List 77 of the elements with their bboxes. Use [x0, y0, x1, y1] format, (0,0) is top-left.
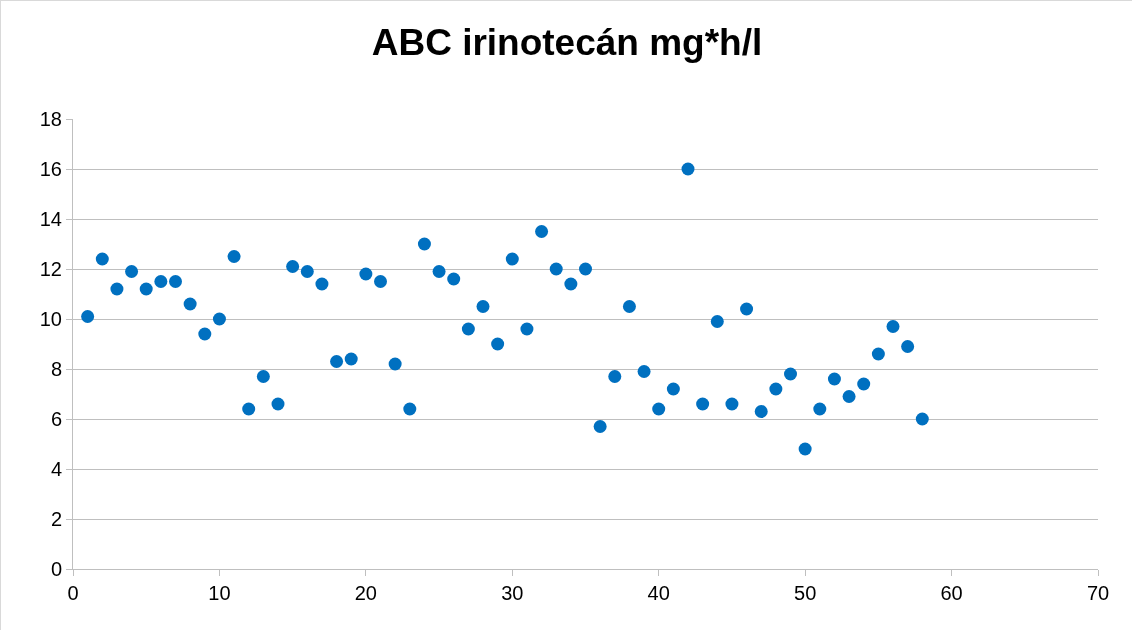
- point: [315, 277, 329, 291]
- point: [212, 312, 226, 326]
- point: [183, 297, 197, 311]
- point: [579, 262, 592, 276]
- point: [725, 397, 739, 411]
- point: [535, 225, 549, 238]
- point: [769, 382, 783, 396]
- point: [608, 370, 622, 383]
- point: [242, 402, 256, 416]
- point: [461, 322, 475, 336]
- point: [637, 365, 651, 378]
- x-tick-label: 0: [67, 582, 79, 604]
- point: [593, 420, 607, 433]
- y-tick-label: 0: [50, 558, 62, 580]
- point: [300, 265, 314, 278]
- y-tick-label: 18: [39, 108, 62, 130]
- point: [505, 252, 519, 266]
- point: [784, 367, 797, 381]
- x-tick-label: 30: [501, 582, 524, 604]
- point: [520, 322, 534, 336]
- point: [256, 370, 270, 383]
- point: [330, 355, 344, 368]
- point: [374, 275, 387, 288]
- point: [666, 382, 680, 396]
- y-tick-label: 10: [39, 308, 62, 330]
- chart-title: ABC irinotecán mg*h/l: [371, 22, 763, 64]
- point: [125, 265, 139, 278]
- y-tick-label: 8: [50, 358, 62, 380]
- y-tick-label: 4: [50, 458, 62, 480]
- point: [286, 260, 300, 273]
- point: [227, 250, 241, 263]
- point: [359, 267, 373, 281]
- point: [842, 390, 856, 403]
- x-tick-label: 70: [1086, 582, 1110, 604]
- point: [622, 300, 636, 313]
- point: [754, 405, 768, 418]
- point: [417, 237, 431, 251]
- point: [813, 402, 827, 416]
- point: [169, 275, 182, 288]
- point: [154, 275, 168, 288]
- point: [564, 277, 578, 291]
- point: [857, 377, 871, 391]
- point: [681, 162, 695, 176]
- point: [476, 300, 490, 313]
- point: [447, 272, 461, 286]
- point: [696, 397, 710, 411]
- point: [344, 352, 358, 366]
- y-tick-label: 16: [39, 158, 62, 180]
- point: [491, 337, 505, 351]
- point: [901, 340, 915, 353]
- point: [652, 402, 666, 416]
- point: [915, 412, 929, 426]
- point: [710, 315, 724, 328]
- x-tick-label: 60: [940, 582, 963, 604]
- x-tick-label: 50: [794, 582, 817, 604]
- y-tick-label: 14: [39, 208, 62, 230]
- x-tick-label: 10: [208, 582, 231, 604]
- point: [871, 347, 885, 361]
- x-tick-label: 40: [647, 582, 670, 604]
- point: [827, 372, 841, 386]
- point: [798, 442, 812, 456]
- y-tick-label: 12: [39, 258, 62, 280]
- point: [886, 320, 900, 333]
- point: [271, 397, 285, 411]
- y-tick-label: 2: [50, 508, 62, 530]
- point: [139, 282, 153, 296]
- y-tick-label: 6: [50, 408, 62, 430]
- point: [110, 282, 124, 296]
- point: [388, 357, 402, 371]
- point: [432, 265, 446, 278]
- point: [81, 310, 95, 323]
- point: [198, 327, 212, 341]
- x-tick-label: 20: [354, 582, 377, 604]
- point: [403, 402, 417, 416]
- point: [95, 252, 109, 266]
- point: [740, 302, 754, 316]
- point: [549, 262, 563, 276]
